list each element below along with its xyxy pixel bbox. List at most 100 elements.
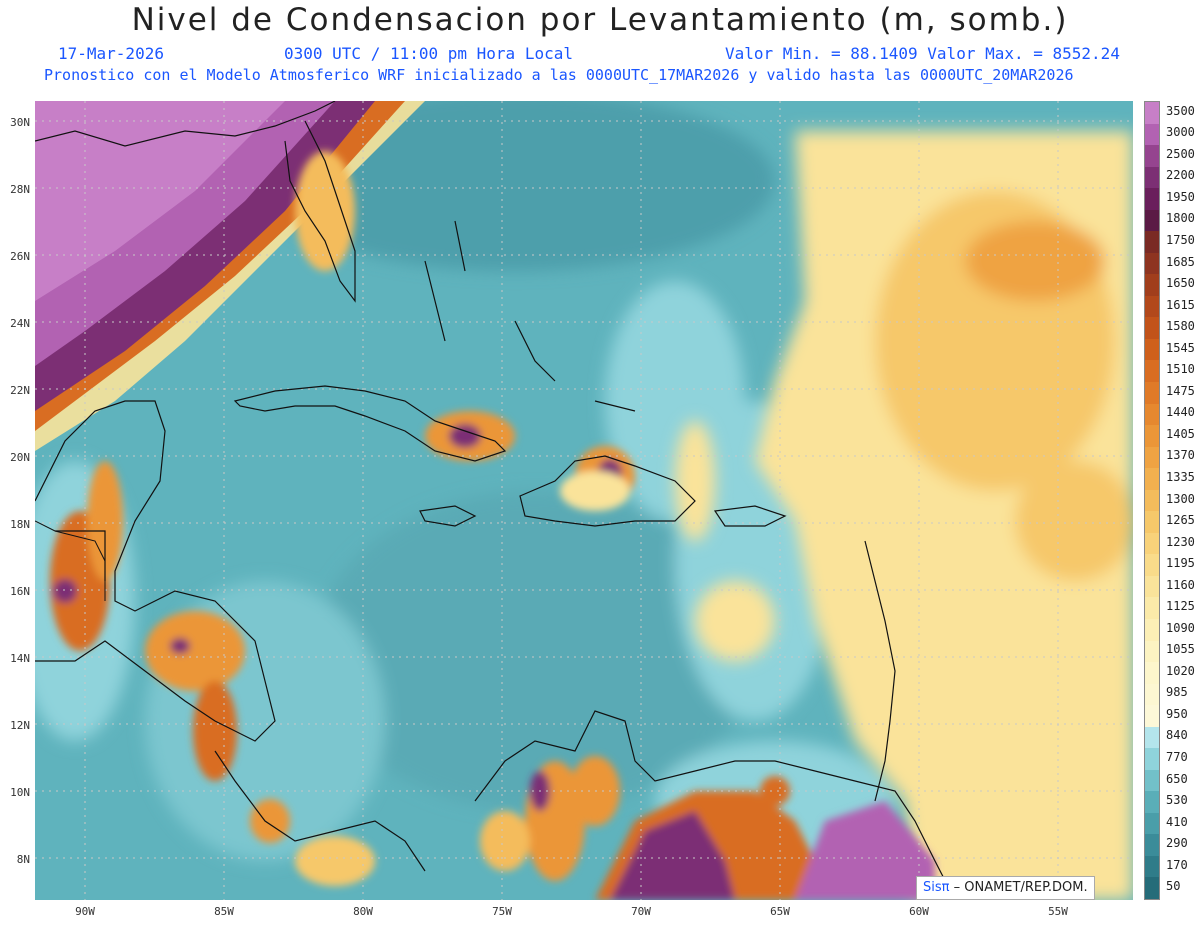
colorbar-label: 1300	[1166, 491, 1195, 506]
colorbar-label: 3500	[1166, 103, 1195, 118]
colorbar-label: 1580	[1166, 319, 1195, 334]
colorbar-label: 1800	[1166, 211, 1195, 226]
colorbar-label: 410	[1166, 814, 1188, 829]
colorbar-segment	[1145, 123, 1159, 146]
colorbar-segment	[1145, 511, 1159, 534]
south-america-highs	[480, 756, 935, 900]
lat-label: 22N	[10, 384, 30, 397]
colorbar-label: 1020	[1166, 663, 1195, 678]
lon-label: 60W	[909, 905, 929, 918]
colorbar-label: 1615	[1166, 297, 1195, 312]
colorbar-label: 1510	[1166, 362, 1195, 377]
colorbar-segment	[1145, 252, 1159, 275]
dry-region-east	[675, 131, 1133, 900]
colorbar-label: 1685	[1166, 254, 1195, 269]
credit-box: Sisπ – ONAMET/REP.DOM.	[916, 876, 1095, 900]
lat-label: 10N	[10, 786, 30, 799]
lat-label: 16N	[10, 585, 30, 598]
time-label: 0300 UTC / 11:00 pm Hora Local	[284, 44, 573, 63]
date-label: 17-Mar-2026	[58, 44, 164, 63]
colorbar-segment	[1145, 769, 1159, 792]
colorbar-label: 1750	[1166, 233, 1195, 247]
map-title: Nivel de Condensacion por Levantamiento …	[131, 2, 1069, 38]
central-america-highs	[50, 461, 375, 886]
colorbar-segment	[1145, 834, 1159, 857]
colorbar-segment	[1145, 575, 1159, 598]
colorbar-segment	[1145, 102, 1159, 125]
colorbar-label: 2500	[1166, 146, 1195, 161]
sispi-logo-text: Sisπ	[923, 880, 950, 895]
colorbar-segment	[1145, 855, 1159, 878]
colorbar-segment	[1145, 748, 1159, 771]
colorbar-segment	[1145, 489, 1159, 512]
colorbar-segment	[1145, 597, 1159, 620]
colorbar-segment	[1145, 166, 1159, 189]
colorbar-segment	[1145, 145, 1159, 168]
lon-label: 90W	[75, 905, 95, 918]
colorbar-label: 290	[1166, 836, 1188, 851]
colorbar-segment	[1145, 791, 1159, 814]
colorbar-segment	[1145, 877, 1159, 900]
colorbar-label: 650	[1166, 771, 1188, 786]
colorbar-segment	[1145, 640, 1159, 663]
lat-label: 18N	[10, 518, 30, 531]
colorbar-label: 3000	[1166, 125, 1195, 140]
lat-label: 12N	[10, 719, 30, 732]
lat-label: 20N	[10, 451, 30, 464]
colorbar-segment	[1145, 382, 1159, 405]
colorbar-label: 530	[1166, 793, 1188, 808]
colorbar-segment	[1145, 726, 1159, 749]
colorbar-segment	[1145, 338, 1159, 361]
colorbar-segment	[1145, 295, 1159, 318]
colorbar-segment	[1145, 188, 1159, 211]
colorbar-label: 1265	[1166, 513, 1195, 528]
lat-label: 8N	[16, 853, 30, 866]
colorbar-segment	[1145, 425, 1159, 448]
colorbar-segment	[1145, 209, 1159, 232]
lon-label: 80W	[353, 905, 373, 918]
colorbar-label: 1230	[1166, 534, 1195, 549]
colorbar-segment	[1145, 662, 1159, 685]
colorbar-segment	[1145, 360, 1159, 383]
colorbar-label: 1475	[1166, 383, 1195, 398]
colorbar-segment	[1145, 403, 1159, 426]
colorbar-label: 1090	[1166, 620, 1195, 635]
lat-label: 24N	[10, 317, 30, 330]
colorbar-label: 170	[1166, 857, 1188, 872]
colorbar-label: 840	[1166, 728, 1188, 743]
colorbar-segment	[1145, 468, 1159, 491]
colorbar-segment	[1145, 554, 1159, 577]
colorbar-segment	[1145, 231, 1159, 254]
colorbar-label: 1650	[1166, 276, 1195, 291]
lon-label: 85W	[214, 905, 234, 918]
model-info-line: Pronostico con el Modelo Atmosferico WRF…	[44, 66, 1074, 84]
lon-label: 55W	[1048, 905, 1068, 918]
lon-label: 75W	[492, 905, 512, 918]
colorbar-segment	[1145, 618, 1159, 641]
colorbar-segment	[1145, 446, 1159, 469]
credit-text: – ONAMET/REP.DOM.	[953, 880, 1088, 895]
colorbar-label: 985	[1166, 685, 1188, 700]
colorbar-label: 950	[1166, 706, 1188, 721]
lat-label: 26N	[10, 250, 30, 263]
coastlines	[35, 101, 956, 900]
colorbar	[1144, 101, 1160, 900]
colorbar-segment	[1145, 812, 1159, 835]
colorbar-segment	[1145, 274, 1159, 297]
colorbar-label: 1195	[1166, 556, 1195, 571]
colorbar-label: 50	[1166, 879, 1181, 894]
colorbar-label: 770	[1166, 749, 1188, 764]
colorbar-label: 1405	[1166, 426, 1195, 441]
colorbar-label: 2200	[1166, 168, 1195, 183]
lon-label: 65W	[770, 905, 790, 918]
colorbar-label: 1950	[1166, 189, 1195, 204]
lat-label: 14N	[10, 652, 30, 665]
colorbar-label: 1335	[1166, 469, 1195, 484]
colorbar-segment	[1145, 532, 1159, 555]
colorbar-label: 1125	[1166, 599, 1195, 614]
lcl-map	[35, 101, 1133, 900]
colorbar-segment	[1145, 683, 1159, 706]
map-canvas	[35, 101, 1133, 900]
colorbar-label: 1055	[1166, 642, 1195, 657]
colorbar-segment	[1145, 317, 1159, 340]
